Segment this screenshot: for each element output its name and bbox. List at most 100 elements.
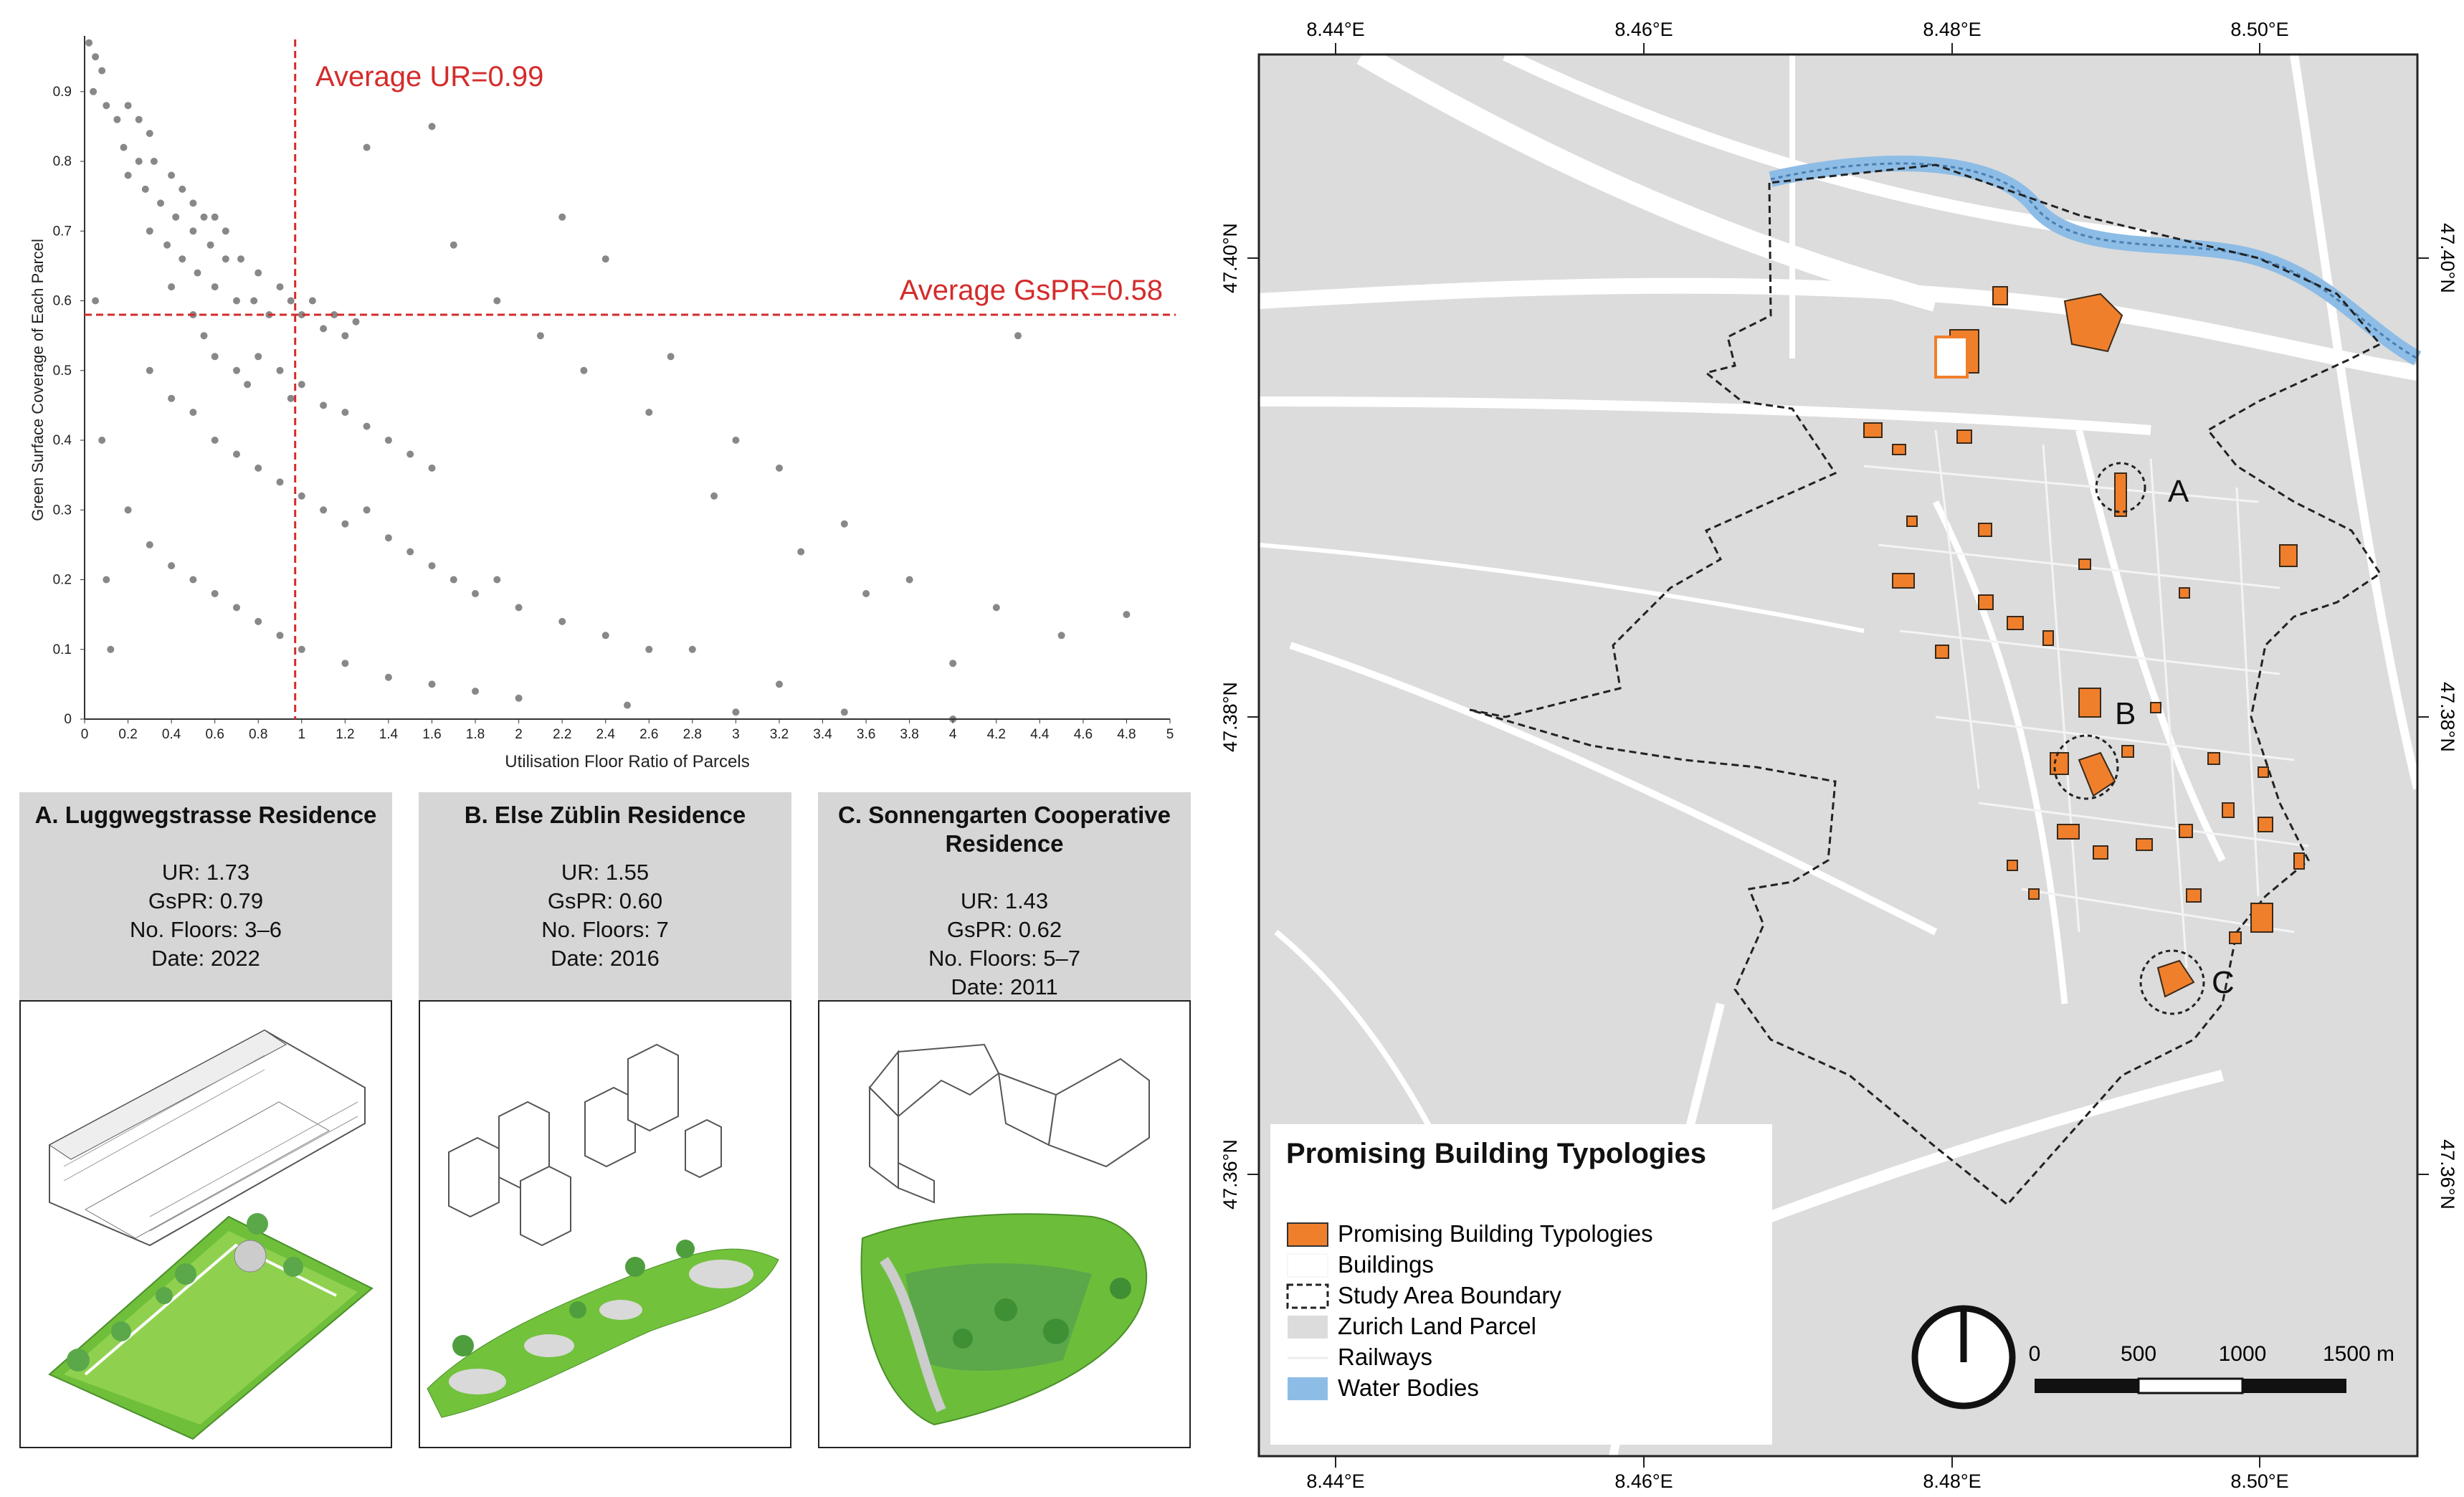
scatter-point — [179, 255, 186, 263]
case-a-floors: No. Floors: 3–6 — [130, 917, 282, 942]
case-c-date: Date: 2011 — [951, 974, 1058, 999]
scatter-point — [515, 604, 523, 612]
y-tick-label: 0.5 — [53, 363, 72, 379]
scatter-point — [949, 660, 957, 667]
scatter-point — [308, 297, 316, 305]
case-c: C. Sonnengarten Cooperative Residence UR… — [818, 792, 1191, 1448]
x-tick-label: 0.6 — [205, 727, 224, 742]
legend-label-parcel: Zurich Land Parcel — [1338, 1313, 1536, 1339]
scatter-point — [276, 632, 284, 640]
legend-swatch-boundary — [1286, 1283, 1329, 1309]
x-tick-label: 1.2 — [336, 727, 354, 742]
y-tick-label: 0.1 — [53, 642, 72, 657]
scatter-point — [840, 520, 848, 528]
scatter-point — [580, 366, 588, 374]
scatter-point — [776, 464, 783, 472]
scatter-point — [157, 199, 164, 207]
scatter-point — [141, 185, 149, 193]
scatter-point — [406, 548, 414, 556]
case-a-title: A. Luggwegstrasse Residence — [34, 802, 377, 828]
scatter-point — [146, 130, 153, 138]
average-gspr-label: Average GsPR=0.58 — [900, 275, 1163, 306]
scatter-point — [449, 576, 457, 584]
scatter-point — [168, 283, 176, 291]
x-tick-label: 4 — [949, 727, 957, 742]
site-a-label: A — [2168, 474, 2189, 509]
scatter-point — [428, 123, 436, 130]
lat-label-left-1: 47.40°N — [1219, 223, 1241, 293]
scatter-point — [320, 506, 328, 514]
x-tick-label: 3.8 — [900, 727, 918, 742]
scatter-plot: 0 0.2 0.4 0.6 0.8 1 1.2 1.4 1.6 1.8 2 2.2 2.4 2.6 2.8 3… — [29, 36, 1176, 771]
scatter-point — [124, 171, 132, 179]
case-c-illustration — [818, 1000, 1191, 1448]
scatter-point — [255, 464, 262, 472]
site-a-circle — [2095, 462, 2146, 513]
scatter-point — [146, 227, 153, 235]
legend-swatch-parcel — [1288, 1316, 1328, 1339]
scatter-point — [298, 645, 305, 653]
legend-swatch-water — [1288, 1377, 1328, 1400]
scatter-point — [515, 694, 523, 702]
scatter-point — [233, 366, 240, 374]
scatter-point — [179, 185, 186, 193]
scatter-point — [363, 506, 371, 514]
scatter-point — [287, 297, 295, 305]
scatter-point — [298, 492, 305, 500]
scale-label-1500: 1500 m — [2323, 1342, 2394, 1366]
legend-label-railways: Railways — [1338, 1344, 1432, 1370]
x-tick-label: 0.4 — [162, 727, 181, 742]
x-tick-label: 3.2 — [770, 727, 789, 742]
scatter-point — [189, 576, 197, 584]
scatter-point — [558, 213, 566, 221]
scatter-point — [168, 171, 176, 179]
scatter-point — [90, 87, 97, 95]
map-legend — [1270, 1124, 1772, 1445]
scatter-point — [645, 645, 653, 653]
scale-label-1000: 1000 — [2219, 1342, 2267, 1366]
scatter-point — [667, 353, 675, 361]
lon-label-bottom-4: 8.50°E — [2230, 1470, 2288, 1492]
scatter-point — [710, 492, 718, 500]
scatter-point — [146, 541, 153, 548]
scatter-point — [255, 617, 262, 625]
scatter-point — [124, 102, 132, 110]
lon-label-bottom-2: 8.46°E — [1614, 1470, 1673, 1492]
scatter-point — [146, 366, 153, 374]
graticule-ticks — [1247, 43, 2429, 1468]
x-axis-title: Utilisation Floor Ratio of Parcels — [505, 752, 749, 771]
x-tick-label: 4.6 — [1074, 727, 1093, 742]
scatter-point — [168, 562, 176, 570]
legend-swatch-promising — [1287, 1222, 1328, 1247]
legend-label-buildings: Buildings — [1338, 1251, 1434, 1278]
x-tick-label: 0.8 — [249, 727, 267, 742]
y-tick-label: 0 — [64, 712, 72, 727]
x-tick-label: 3.4 — [813, 727, 832, 742]
x-tick-labels: 0 0.2 0.4 0.6 0.8 1 1.2 1.4 1.6 1.8 2 2.2 2.4 2.6 2.8 3… — [81, 719, 1174, 742]
lon-label-top-4: 8.50°E — [2230, 19, 2288, 40]
scatter-point — [601, 632, 609, 640]
y-tick-label: 0.2 — [53, 573, 72, 588]
lon-label-bottom-3: 8.48°E — [1923, 1470, 1981, 1492]
legend-title: Promising Building Typologies — [1286, 1138, 1706, 1169]
scatter-point — [276, 478, 284, 486]
scatter-point — [341, 660, 349, 667]
case-b-floors: No. Floors: 7 — [541, 917, 669, 942]
scatter-point — [189, 227, 197, 235]
lat-label-right-2: 47.38°N — [2437, 682, 2458, 752]
legend-swatch-buildings — [1287, 1253, 1328, 1278]
y-axis-title: Green Surface Coverage of Each Parcel — [29, 239, 47, 521]
scatter-point — [406, 450, 414, 458]
scatter-point — [103, 576, 110, 584]
case-a-date: Date: 2022 — [151, 946, 260, 971]
map-frame — [1257, 53, 2419, 1458]
scatter-point — [206, 241, 214, 249]
scatter-point — [341, 332, 349, 340]
scatter-point — [352, 318, 360, 325]
x-tick-label: 4.2 — [987, 727, 1006, 742]
y-tick-label: 0.8 — [53, 154, 72, 169]
case-c-header: C. Sonnengarten Cooperative Residence UR… — [818, 792, 1191, 1000]
legend-label-boundary: Study Area Boundary — [1338, 1282, 1561, 1308]
scale-label-500: 500 — [2121, 1342, 2156, 1366]
scatter-point — [320, 401, 328, 409]
